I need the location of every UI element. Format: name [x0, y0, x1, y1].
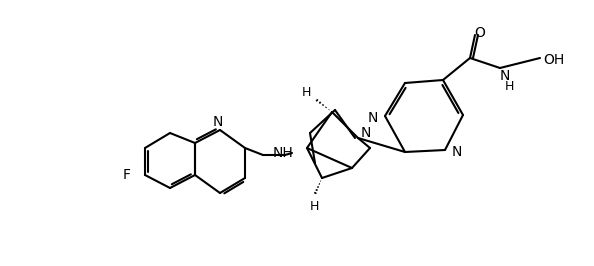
Text: F: F [123, 168, 131, 182]
Text: N: N [361, 126, 371, 140]
Text: N: N [452, 145, 462, 159]
Text: H: H [309, 200, 319, 213]
Text: N: N [213, 115, 223, 129]
Text: OH: OH [544, 53, 565, 67]
Text: NH: NH [273, 146, 293, 160]
Text: O: O [475, 26, 485, 40]
Text: H: H [504, 80, 514, 93]
Text: N: N [500, 69, 510, 83]
Text: H: H [301, 85, 311, 98]
Text: N: N [368, 111, 378, 125]
